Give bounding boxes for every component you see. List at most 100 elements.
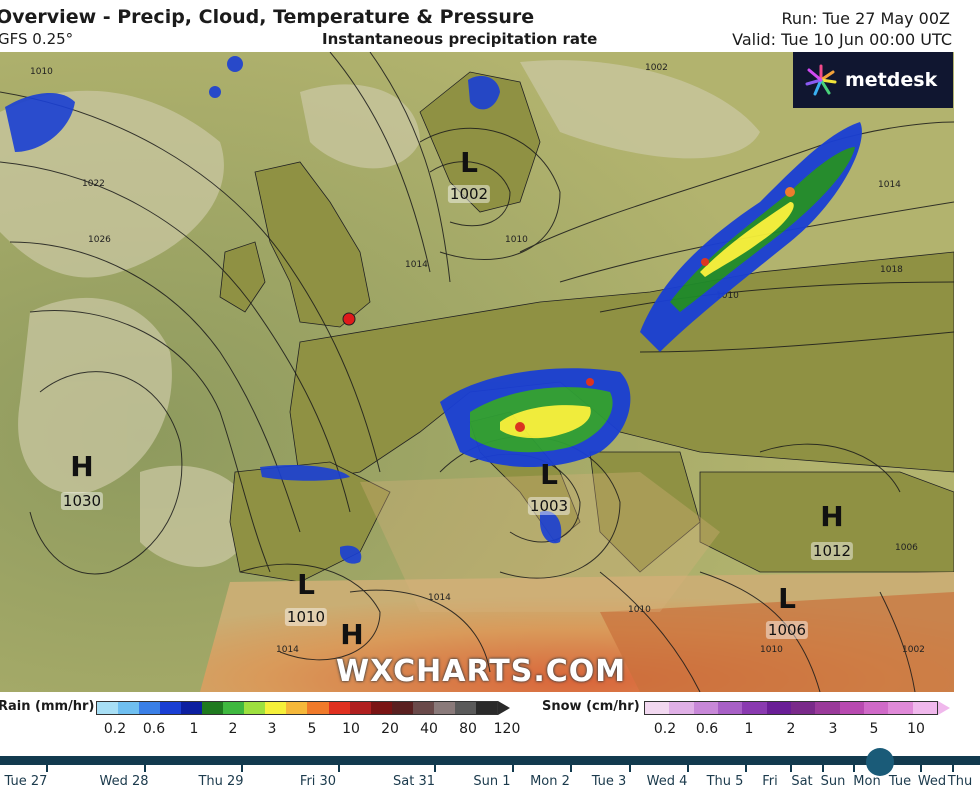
timeline-day-label[interactable]: Thu 29 — [198, 774, 244, 789]
scale-tick-label: 1 — [744, 721, 754, 737]
scale-swatch — [475, 702, 497, 714]
timeline-day-label[interactable]: Mon 2 — [530, 774, 570, 789]
pressure-centre-letter: H — [820, 500, 844, 533]
timeline-day-label[interactable]: Wed 28 — [99, 774, 149, 789]
scale-swatch — [286, 702, 308, 714]
timeline-tick — [822, 765, 824, 772]
timeline-tick — [745, 765, 747, 772]
scale-tick-label: 0.2 — [653, 721, 677, 737]
svg-text:1010: 1010 — [505, 235, 528, 245]
scale-tick-label: 0.6 — [695, 721, 719, 737]
timeline-tick — [144, 765, 146, 772]
isobar-labels: 1010 1022 1026 1014 1018 1010 1014 1002 … — [30, 63, 925, 655]
metdesk-logo-text: metdesk — [845, 69, 938, 91]
turkey — [699, 471, 954, 573]
pressure-centre-letter: L — [540, 458, 558, 491]
svg-text:1014: 1014 — [428, 593, 451, 603]
timeline-day-label[interactable]: Tue 27 — [4, 774, 48, 789]
timeline-day-label[interactable]: Tue — [888, 774, 912, 789]
weather-map[interactable]: 1010 1022 1026 1014 1018 1010 1014 1002 … — [0, 52, 954, 692]
precip-band-east — [640, 122, 862, 352]
scale-swatch — [645, 702, 670, 714]
scale-tick-label: 0.6 — [142, 721, 166, 737]
scale-tick-label: 5 — [307, 721, 317, 737]
balkans — [589, 451, 701, 573]
scale-tick-label: 2 — [786, 721, 796, 737]
chart-title: Overview - Precip, Cloud, Temperature & … — [0, 6, 535, 28]
svg-text:1014: 1014 — [276, 645, 299, 655]
timeline-day-label[interactable]: Fri — [762, 774, 778, 789]
snow-legend-label: Snow (cm/hr) — [542, 699, 640, 714]
scale-swatch — [742, 702, 767, 714]
scale-swatch — [97, 702, 119, 714]
scale-swatch — [888, 702, 913, 714]
scale-swatch — [370, 702, 392, 714]
model-label: GFS 0.25° — [0, 30, 74, 48]
timeline-tick — [512, 765, 514, 772]
scale-swatch — [815, 702, 840, 714]
timeline-day-label[interactable]: Wed 4 — [646, 774, 688, 789]
scandinavia — [419, 71, 541, 213]
map-canvas: 1010 1022 1026 1014 1018 1010 1014 1002 … — [0, 52, 954, 692]
legend-row: Rain (mm/hr) 0.2 0.6 1 2 3 5 10 20 40 80 120 Snow … — [0, 693, 980, 745]
scale-tick-label: 10 — [907, 721, 925, 737]
timeline-day-label[interactable]: Sun — [820, 774, 846, 789]
svg-text:1018: 1018 — [880, 265, 903, 275]
scale-tick-label: 120 — [493, 721, 521, 737]
timeline-day-label[interactable]: Thu 5 — [706, 774, 744, 789]
scale-swatch — [202, 702, 224, 714]
timeline-day-label[interactable]: Mon — [853, 774, 881, 789]
timeline-tick — [853, 765, 855, 772]
watermark: WXCHARTS.COM — [336, 654, 627, 689]
timeline-day-label[interactable]: Wed — [917, 774, 947, 789]
scale-swatch — [863, 702, 889, 714]
scale-swatch — [454, 702, 476, 714]
pressure-centre-value: 1002 — [447, 185, 491, 203]
scale-swatch — [118, 702, 140, 714]
scale-swatch — [328, 702, 350, 714]
scale-tick-label: 0.2 — [103, 721, 127, 737]
snow-scale-arrow — [938, 701, 950, 715]
run-time: Run: Tue 27 May 00Z — [781, 9, 951, 28]
metdesk-logo-icon — [805, 64, 837, 96]
metdesk-logo[interactable]: metdesk — [793, 52, 953, 108]
timeline-day-label[interactable]: Fri 30 — [299, 774, 337, 789]
timeline-day-label[interactable]: Thu — [947, 774, 973, 789]
timeline-day-label[interactable]: Sat 31 — [393, 774, 435, 789]
scale-swatch — [181, 702, 203, 714]
scale-tick-label: 20 — [381, 721, 399, 737]
pressure-centre-value: 1012 — [810, 542, 854, 560]
timeline-slider-handle[interactable] — [866, 748, 894, 776]
chart-header: Overview - Precip, Cloud, Temperature & … — [0, 0, 980, 52]
scale-swatch — [693, 702, 718, 714]
svg-text:1010: 1010 — [760, 645, 783, 655]
svg-text:1022: 1022 — [82, 179, 105, 189]
timeline-tick — [434, 765, 436, 772]
timeline-tick — [570, 765, 572, 772]
scale-swatch — [160, 702, 182, 714]
scale-tick-label: 80 — [459, 721, 477, 737]
ireland — [219, 241, 266, 313]
timeline-day-label[interactable]: Tue 3 — [591, 774, 627, 789]
scale-tick-label: 40 — [420, 721, 438, 737]
pressure-centre-value: 1030 — [60, 492, 104, 510]
city-marker — [342, 312, 356, 326]
scale-swatch — [717, 702, 743, 714]
timeline-bar[interactable] — [0, 756, 980, 765]
scale-swatch — [349, 702, 371, 714]
rain-scale-arrow — [498, 701, 510, 715]
svg-text:1010: 1010 — [628, 605, 651, 615]
timeline-tick — [920, 765, 922, 772]
scale-swatch — [391, 702, 413, 714]
scale-tick-label: 1 — [189, 721, 199, 737]
scale-swatch — [912, 702, 937, 714]
precip-band-alps — [440, 368, 631, 467]
timeline-day-label[interactable]: Sun 1 — [473, 774, 511, 789]
timeline-tick — [46, 765, 48, 772]
forecast-timeline[interactable]: Tue 27 Wed 28 Thu 29 Fri 30 Sat 31 Sun 1 Mon 2… — [0, 748, 980, 801]
rain-legend-label: Rain (mm/hr) — [0, 699, 95, 714]
scale-swatch — [669, 702, 694, 714]
scale-swatch — [790, 702, 816, 714]
timeline-day-label[interactable]: Sat — [791, 774, 813, 789]
svg-text:1002: 1002 — [902, 645, 925, 655]
